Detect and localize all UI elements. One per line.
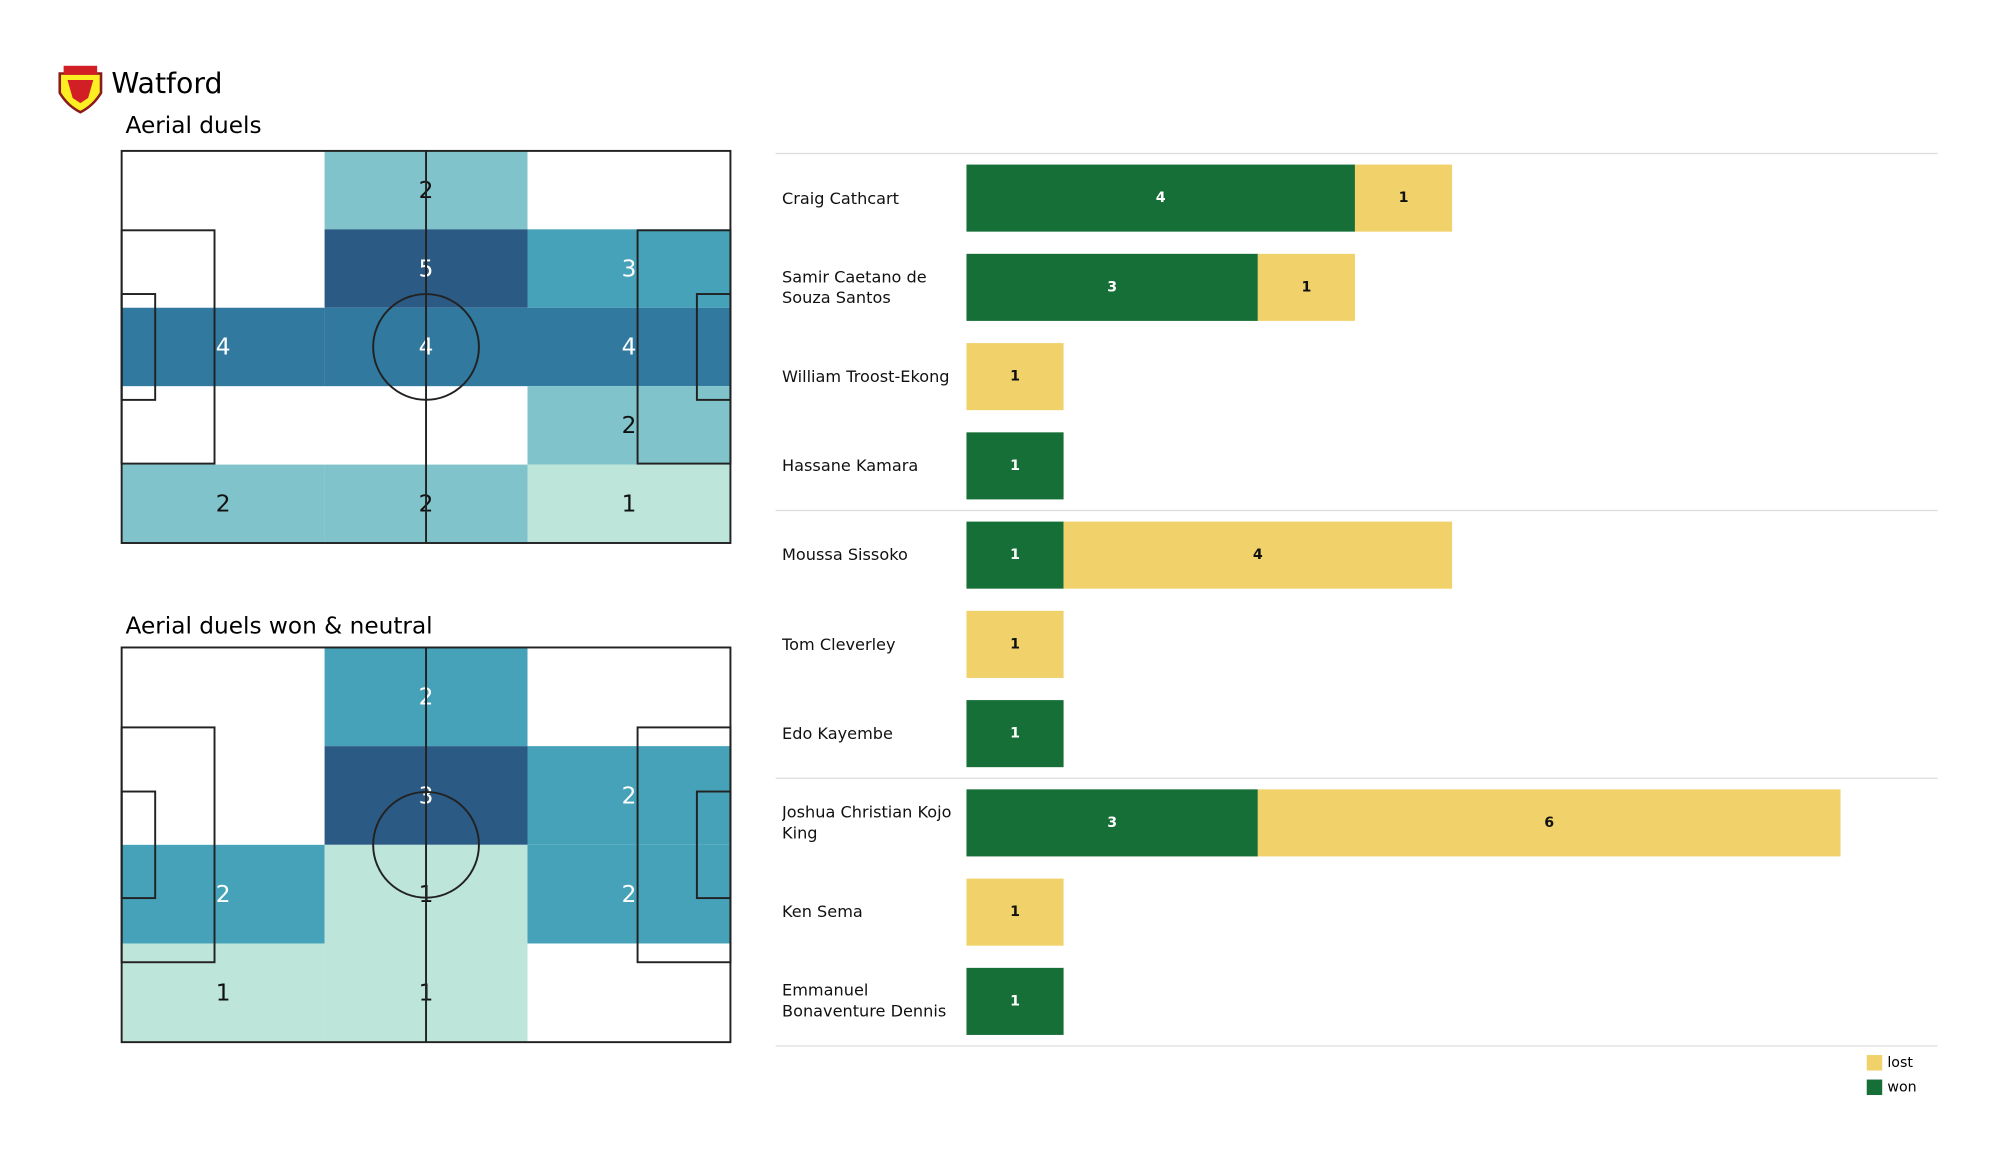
bar-segment: [966, 789, 1258, 857]
player-name: Edo Kayembe: [782, 723, 893, 743]
cell-label: 4: [622, 334, 637, 361]
heat-cell: [527, 464, 731, 544]
bar-label: 1: [1301, 279, 1311, 295]
cell-label: 2: [622, 782, 637, 809]
bar-label: 1: [1010, 636, 1020, 652]
legend-label: won: [1887, 1079, 1916, 1095]
bar-segment: [1354, 164, 1453, 232]
bar-segment: [966, 432, 1064, 500]
cell-label: 4: [216, 334, 231, 361]
legend-swatch: [1866, 1055, 1883, 1071]
label-box: William Troost-Ekong: [782, 366, 950, 386]
bar-label: 1: [1399, 190, 1409, 206]
centre-circle: [372, 293, 480, 401]
cell-label: 1: [216, 980, 231, 1007]
player-name: William Troost-Ekong: [782, 366, 950, 386]
page-title: Watford: [111, 67, 222, 100]
cell-label: 2: [622, 412, 637, 439]
label-box: Tom Cleverley: [782, 634, 896, 654]
bar-label: 1: [1010, 369, 1020, 385]
bar-label: 1: [1010, 904, 1020, 920]
player-name: Emmanuel Bonaventure Dennis: [782, 980, 947, 1021]
six-yard-box: [120, 293, 157, 401]
label-box: Edo Kayembe: [782, 723, 893, 743]
legend-swatch: [1866, 1079, 1883, 1096]
label-box: Moussa Sissoko: [782, 544, 908, 565]
label-box: Emmanuel Bonaventure Dennis: [782, 980, 947, 1021]
player-name: Hassane Kamara: [782, 455, 919, 475]
cell-label: 3: [622, 255, 637, 282]
bar-segment: [966, 700, 1064, 768]
bar-label: 3: [1107, 815, 1117, 831]
bar-segment: [966, 878, 1064, 946]
pitch: [120, 149, 732, 544]
six-yard-box: [695, 790, 732, 900]
legend-label: lost: [1887, 1055, 1913, 1071]
map-title: Aerial duels won & neutral: [126, 612, 433, 639]
heat-cell: [121, 943, 325, 1043]
heat-cell: [121, 464, 325, 544]
label-box: Hassane Kamara: [782, 455, 919, 475]
six-yard-box: [120, 790, 157, 900]
centre-circle: [372, 790, 480, 899]
player-name: Moussa Sissoko: [782, 544, 908, 565]
bar-segment: [966, 521, 1064, 589]
bar-segment: [1257, 789, 1841, 857]
bar-label: 4: [1156, 190, 1166, 206]
player-name: Tom Cleverley: [782, 634, 896, 654]
pitch: [120, 646, 732, 1044]
bar-segment: [966, 610, 1064, 678]
cell-label: 1: [622, 491, 637, 518]
bar-label: 4: [1253, 547, 1263, 563]
bar-segment: [966, 164, 1355, 232]
club-logo: [58, 65, 103, 114]
six-yard-box: [695, 293, 732, 401]
label-box: Ken Sema: [782, 901, 863, 922]
label-box: Craig Cathcart: [782, 187, 900, 208]
player-name: Joshua Christian Kojo King: [782, 802, 952, 843]
bar-label: 1: [1010, 993, 1020, 1009]
label-box: Joshua Christian Kojo King: [782, 802, 952, 843]
map-title: Aerial duels: [126, 112, 262, 139]
cell-label: 2: [216, 881, 231, 908]
bar-label: 3: [1107, 279, 1117, 295]
bar-label: 6: [1544, 815, 1554, 831]
bar-label: 1: [1010, 726, 1020, 742]
label-box: Samir Caetano de Souza Santos: [782, 266, 927, 307]
bar-segment: [1257, 253, 1355, 321]
cell-label: 2: [622, 881, 637, 908]
bar-label: 1: [1010, 547, 1020, 563]
cell-label: 2: [216, 491, 231, 518]
player-name: Samir Caetano de Souza Santos: [782, 266, 927, 307]
bar-segment: [966, 967, 1064, 1035]
bar-segment: [1063, 521, 1453, 589]
bar-label: 1: [1010, 458, 1020, 474]
bar-segment: [966, 343, 1064, 411]
bar-segment: [966, 253, 1258, 321]
player-name: Ken Sema: [782, 901, 863, 922]
player-name: Craig Cathcart: [782, 187, 900, 208]
